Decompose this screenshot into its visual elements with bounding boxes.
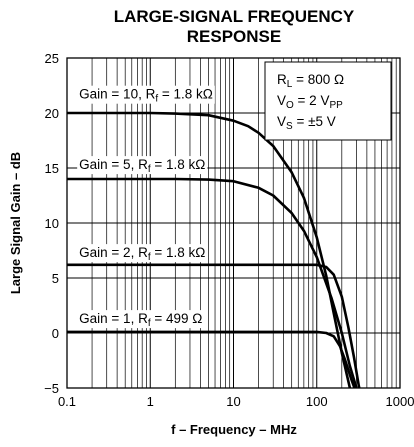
series-label-2: Gain = 5, Rf = 1.8 kΩ [79, 157, 205, 175]
tick-label-layer: 0.1 1 10 100 1000 −5 0 5 10 15 20 25 [44, 51, 414, 409]
series-label-layer: Gain = 10, Rf = 1.8 kΩ Gain = 5, Rf = 1.8… [77, 85, 215, 329]
plot-frame [66, 57, 401, 389]
x-tick-label: 10 [226, 394, 240, 409]
series-line-4 [67, 330, 356, 388]
x-tick-label: 1 [147, 394, 154, 409]
y-tick-label: −5 [44, 381, 59, 396]
series-label-bg [77, 310, 205, 329]
series-label-bg [77, 85, 215, 104]
y-tick-label: 15 [45, 161, 59, 176]
conditions-layer: RL = 800 Ω VO = 2 VPP VS = ±5 V [277, 72, 344, 132]
conditions-box [264, 61, 392, 141]
series-line-1 [67, 111, 352, 388]
series-line-2 [67, 177, 358, 388]
x-axis-label: f – Frequency – MHz [171, 422, 297, 437]
series-layer [67, 111, 361, 388]
series-label-4: Gain = 1, Rf = 499 Ω [79, 311, 202, 329]
series-label-1: Gain = 10, Rf = 1.8 kΩ [79, 87, 213, 105]
y-axis-label: Large Signal Gain – dB [8, 152, 23, 294]
condition-rl: RL = 800 Ω [277, 72, 344, 90]
chart-title-line1: LARGE-SIGNAL FREQUENCY [114, 7, 355, 26]
x-tick-label: 100 [306, 394, 328, 409]
series-line-3 [67, 263, 361, 388]
y-tick-label: 10 [45, 216, 59, 231]
series-label-3: Gain = 2, Rf = 1.8 kΩ [79, 245, 205, 263]
y-tick-label: 0 [52, 326, 59, 341]
series-label-bg [77, 244, 208, 263]
series-label-bg [77, 156, 208, 175]
chart-title-line2: RESPONSE [187, 27, 281, 46]
condition-vs: VS = ±5 V [277, 114, 336, 132]
x-tick-label: 0.1 [58, 394, 76, 409]
y-tick-label: 25 [45, 51, 59, 66]
condition-vo: VO = 2 VPP [277, 93, 343, 111]
x-tick-label: 1000 [386, 394, 414, 409]
y-tick-label: 5 [52, 271, 59, 286]
y-tick-label: 20 [45, 106, 59, 121]
